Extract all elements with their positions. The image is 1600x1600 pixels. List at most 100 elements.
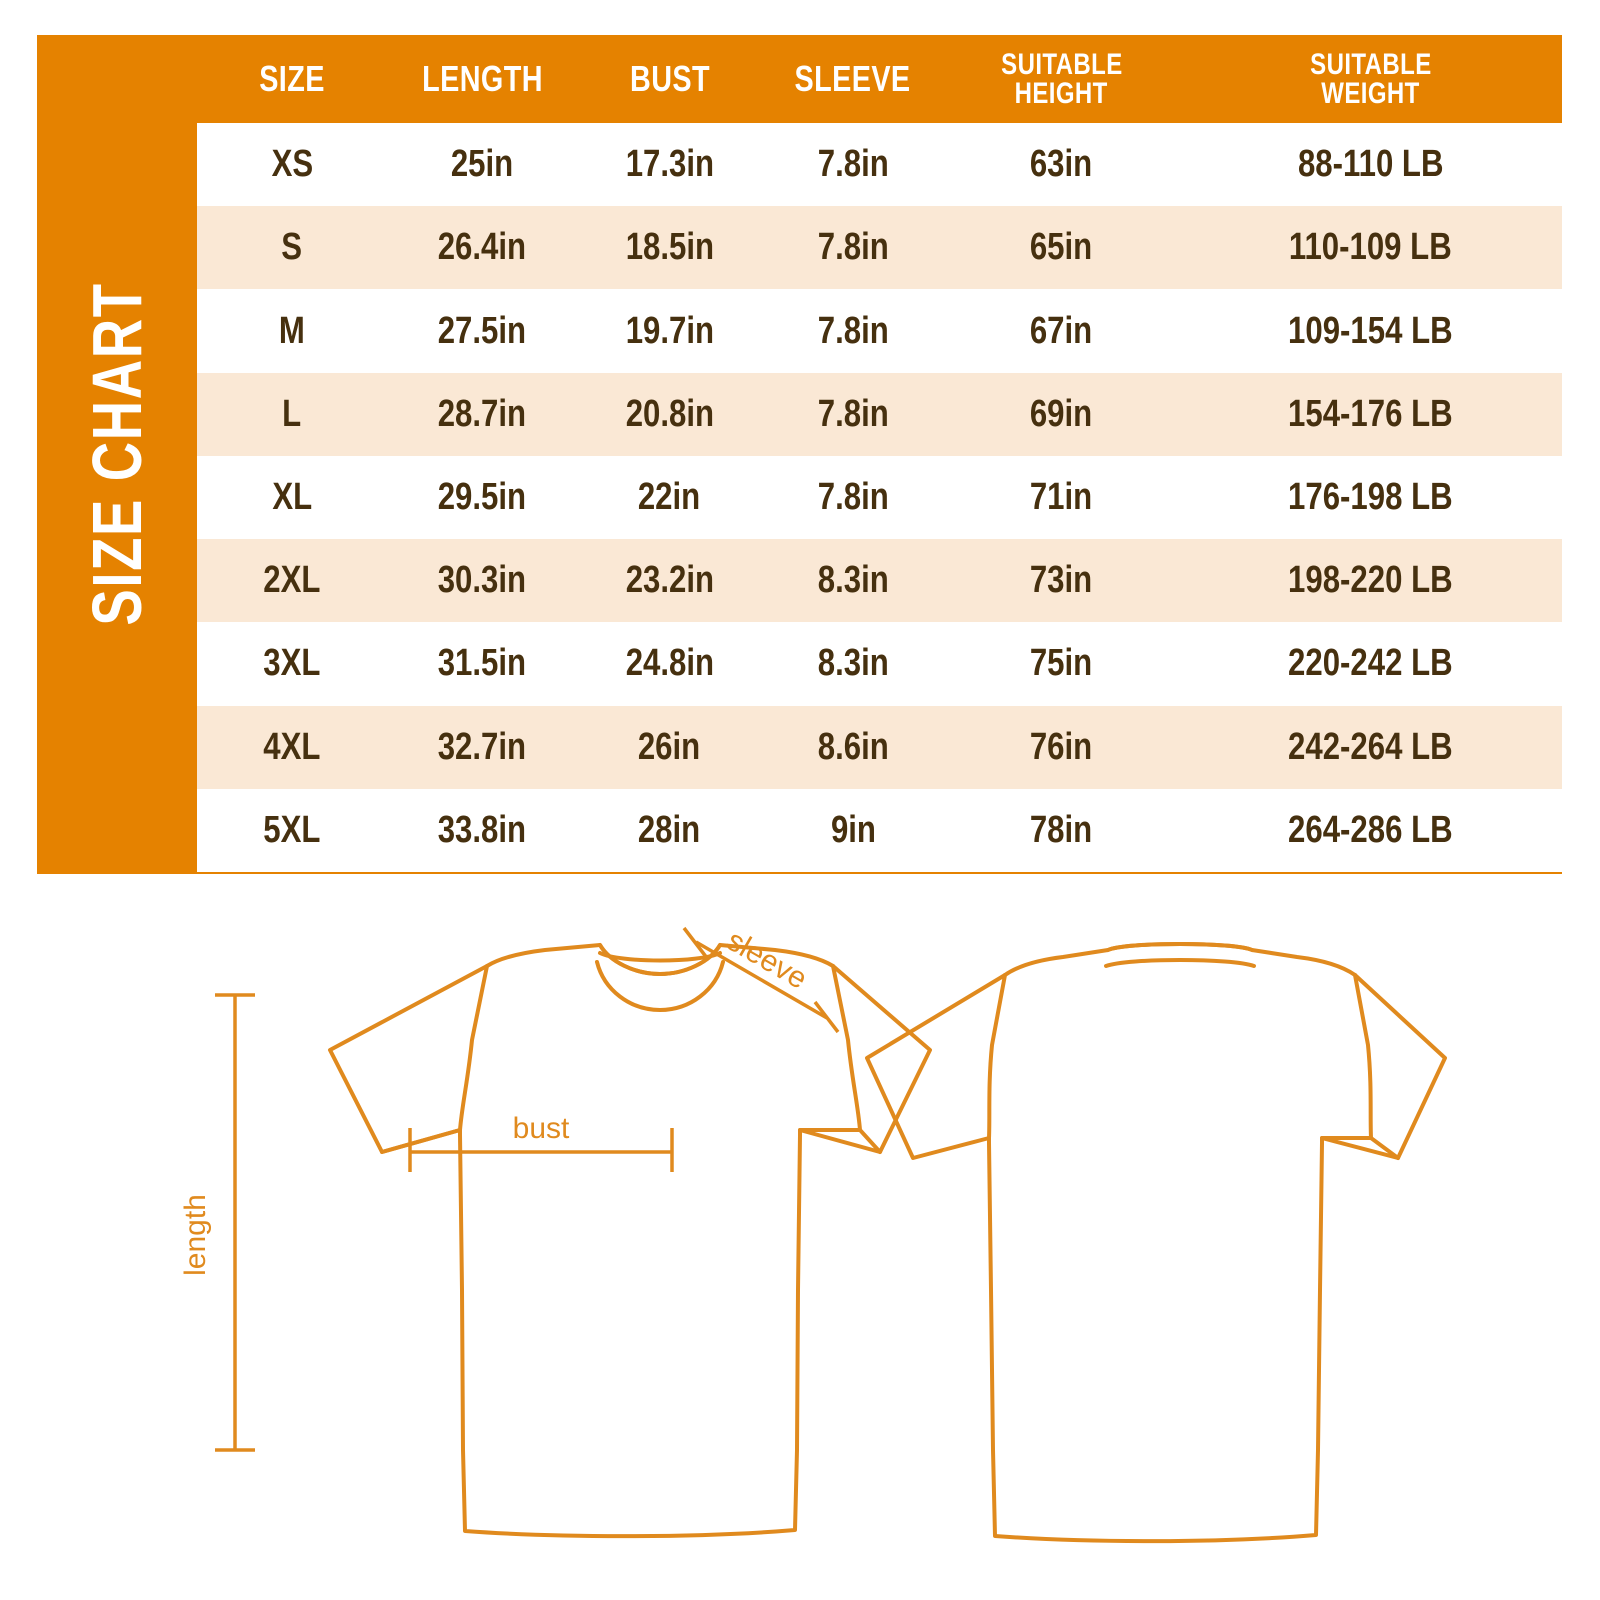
cell-suitable-height-value: 69in <box>1030 392 1093 435</box>
cell-sleeve: 8.3in <box>762 539 944 623</box>
cell-bust-value: 23.2in <box>625 559 714 602</box>
cell-sleeve-value: 7.8in <box>817 309 889 352</box>
cell-suitable-weight-value: 154-176 LB <box>1288 392 1453 435</box>
cell-sleeve: 7.8in <box>762 123 944 207</box>
cell-bust: 19.7in <box>577 289 762 373</box>
cell-bust: 26in <box>577 705 762 789</box>
table-row: M 27.5in 19.7in 7.8in 67in 109-154 LB <box>197 289 1562 373</box>
column-header-size-label: SIZE <box>259 58 325 100</box>
cell-length-value: 25in <box>450 143 514 186</box>
tshirt-back <box>865 942 1447 1544</box>
cell-size-value: XL <box>272 475 312 518</box>
cell-length: 26.4in <box>387 206 577 290</box>
column-header-sleeve: SLEEVE <box>762 35 944 123</box>
cell-sleeve: 7.8in <box>762 372 944 456</box>
column-header-length-label: LENGTH <box>421 58 543 100</box>
column-header-suitable-weight-line2: WEIGHT <box>1321 77 1420 110</box>
cell-sleeve-value: 7.8in <box>817 143 889 186</box>
cell-size: 4XL <box>197 705 387 789</box>
cell-sleeve-value: 9in <box>830 808 876 851</box>
cell-sleeve: 9in <box>762 788 944 872</box>
cell-suitable-weight-value: 220-242 LB <box>1288 642 1453 685</box>
table-row: S 26.4in 18.5in 7.8in 65in 110-109 LB <box>197 206 1562 290</box>
cell-sleeve-value: 8.3in <box>817 559 889 602</box>
cell-suitable-height: 78in <box>944 788 1179 872</box>
cell-bust: 23.2in <box>577 539 762 623</box>
cell-bust-value: 22in <box>638 475 701 518</box>
cell-length-value: 33.8in <box>437 808 527 851</box>
cell-sleeve: 7.8in <box>762 289 944 373</box>
column-header-bust-label: BUST <box>629 58 710 100</box>
length-label: length <box>179 1194 212 1276</box>
bust-dimension <box>408 1128 674 1172</box>
cell-sleeve-value: 7.8in <box>817 392 889 435</box>
cell-size: S <box>197 206 387 290</box>
cell-suitable-height-value: 65in <box>1030 226 1093 269</box>
size-chart-block: SIZE CHART SIZE LENGTH BUST SLEEVE SUITA… <box>37 35 1562 874</box>
tshirt-front <box>328 943 932 1539</box>
cell-size-value: 2XL <box>263 559 321 602</box>
cell-size-value: S <box>281 226 303 269</box>
cell-suitable-weight: 198-220 LB <box>1179 539 1562 623</box>
cell-sleeve: 8.6in <box>762 705 944 789</box>
cell-length: 27.5in <box>387 289 577 373</box>
column-header-sleeve-label: SLEEVE <box>794 58 912 100</box>
cell-suitable-weight: 109-154 LB <box>1179 289 1562 373</box>
cell-suitable-height-value: 67in <box>1030 309 1093 352</box>
cell-bust-value: 18.5in <box>625 226 714 269</box>
cell-length: 28.7in <box>387 372 577 456</box>
cell-suitable-height: 67in <box>944 289 1179 373</box>
cell-suitable-weight-value: 176-198 LB <box>1288 475 1453 518</box>
cell-suitable-height-value: 63in <box>1030 143 1093 186</box>
cell-suitable-height: 73in <box>944 539 1179 623</box>
cell-size-value: XS <box>271 143 313 186</box>
cell-suitable-height-value: 73in <box>1030 559 1093 602</box>
table-row: L 28.7in 20.8in 7.8in 69in 154-176 LB <box>197 372 1562 456</box>
table-row: 5XL 33.8in 28in 9in 78in 264-286 LB <box>197 788 1562 872</box>
cell-length-value: 28.7in <box>437 392 527 435</box>
bust-label: bust <box>513 1112 570 1145</box>
column-header-size: SIZE <box>197 35 387 123</box>
size-table: SIZE LENGTH BUST SLEEVE SUITABLE HEIGHT … <box>197 35 1562 872</box>
cell-suitable-weight: 220-242 LB <box>1179 622 1562 706</box>
cell-size: XS <box>197 123 387 207</box>
size-table-body: XS 25in 17.3in 7.8in 63in 88-110 LB S 26.4in 18.… <box>197 123 1562 872</box>
cell-suitable-weight-value: 88-110 LB <box>1297 143 1444 186</box>
cell-sleeve-value: 8.3in <box>817 642 889 685</box>
cell-suitable-weight: 154-176 LB <box>1179 372 1562 456</box>
cell-suitable-weight: 110-109 LB <box>1179 206 1562 290</box>
cell-length: 29.5in <box>387 455 577 540</box>
cell-length: 25in <box>387 123 577 207</box>
length-dimension <box>215 993 255 1452</box>
column-header-suitable-height: SUITABLE HEIGHT <box>944 35 1179 123</box>
table-row: 3XL 31.5in 24.8in 8.3in 75in 220-242 LB <box>197 622 1562 706</box>
table-header-row: SIZE LENGTH BUST SLEEVE SUITABLE HEIGHT … <box>197 35 1562 123</box>
column-header-length: LENGTH <box>387 35 577 123</box>
left-orange-rail <box>37 35 197 872</box>
cell-size: 3XL <box>197 622 387 706</box>
column-header-suitable-weight-line1: SUITABLE <box>1309 47 1432 81</box>
cell-size-value: 3XL <box>263 642 321 685</box>
cell-bust: 17.3in <box>577 123 762 207</box>
table-row: XS 25in 17.3in 7.8in 63in 88-110 LB <box>197 123 1562 207</box>
cell-length-value: 30.3in <box>437 559 527 602</box>
cell-suitable-height: 75in <box>944 622 1179 706</box>
cell-suitable-weight: 242-264 LB <box>1179 705 1562 789</box>
cell-suitable-height-value: 76in <box>1030 725 1093 768</box>
cell-length-value: 27.5in <box>437 309 527 352</box>
cell-bust-value: 20.8in <box>625 392 714 435</box>
cell-suitable-weight-value: 264-286 LB <box>1288 808 1453 851</box>
cell-suitable-height: 76in <box>944 705 1179 789</box>
column-header-bust: BUST <box>577 35 762 123</box>
cell-length: 33.8in <box>387 788 577 872</box>
cell-suitable-weight: 176-198 LB <box>1179 455 1562 540</box>
cell-size-value: 5XL <box>263 808 321 851</box>
cell-size: M <box>197 289 387 373</box>
cell-suitable-weight-value: 242-264 LB <box>1288 725 1453 768</box>
cell-sleeve-value: 7.8in <box>817 475 889 518</box>
cell-bust-value: 17.3in <box>625 143 714 186</box>
cell-length: 30.3in <box>387 539 577 623</box>
size-chart-title-text: SIZE CHART <box>78 281 156 626</box>
cell-bust-value: 24.8in <box>625 642 714 685</box>
table-row: XL 29.5in 22in 7.8in 71in 176-198 LB <box>197 455 1562 540</box>
